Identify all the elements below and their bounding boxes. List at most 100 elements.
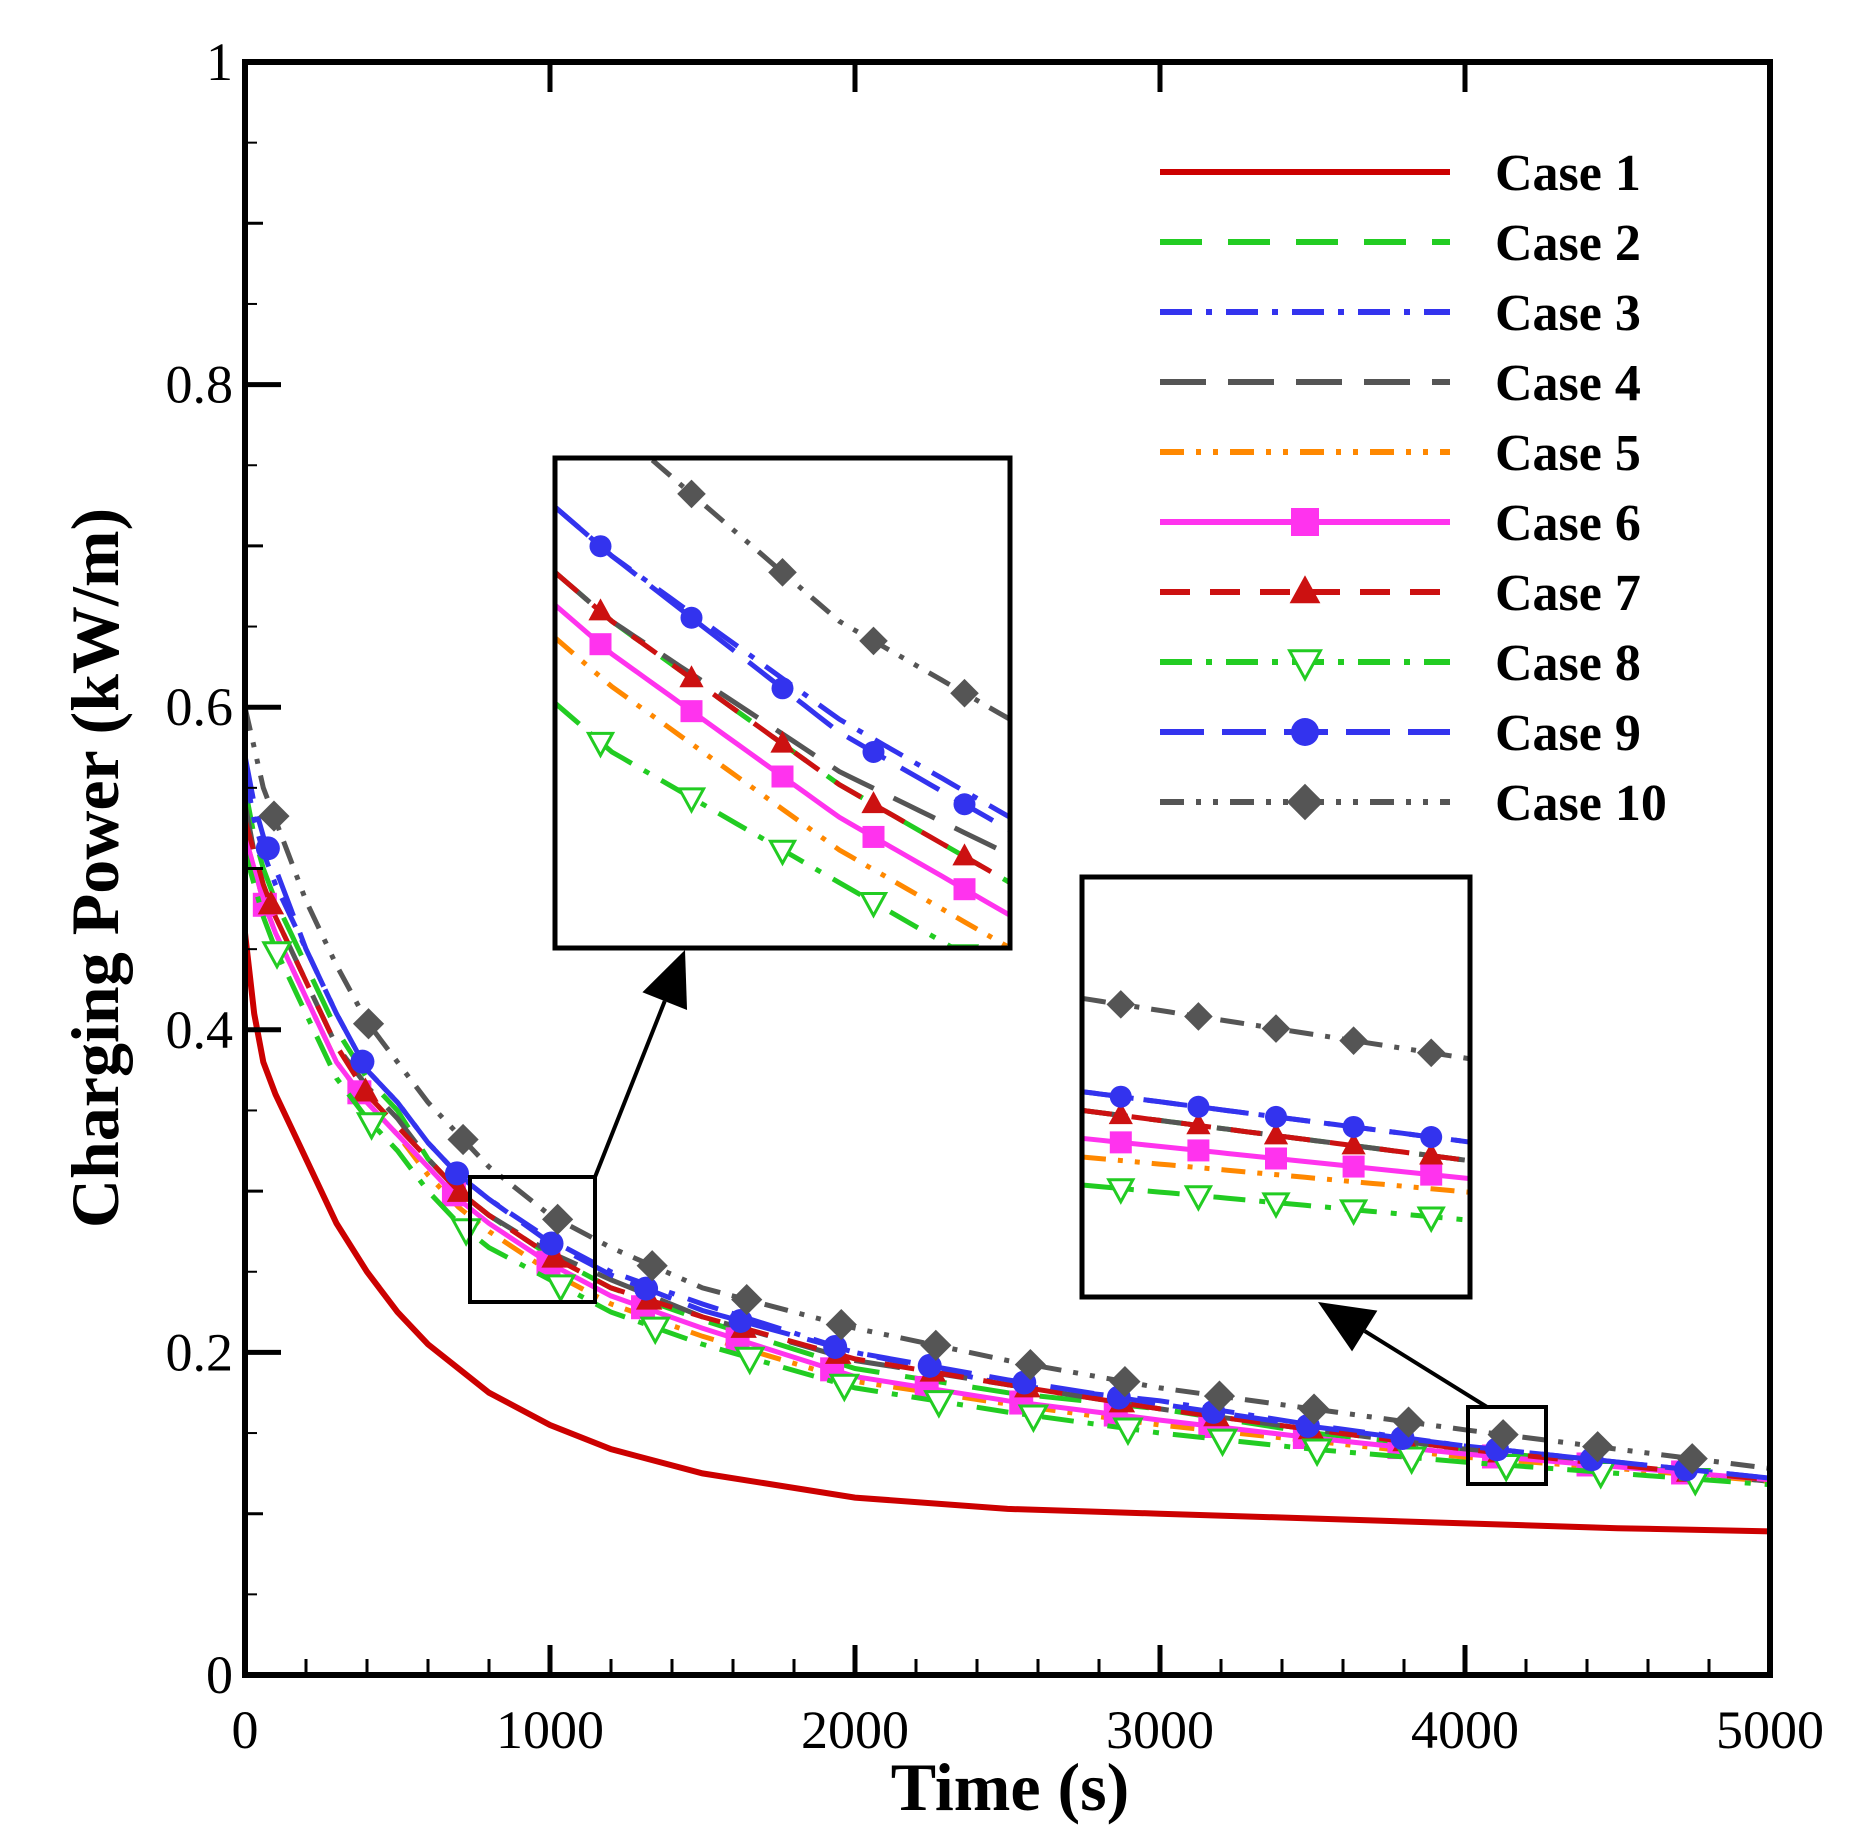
series-8-marker xyxy=(355,1112,388,1141)
zoom-inset-4000s-source-box xyxy=(1466,1405,1548,1486)
zoom-inset-4000s-series-8-marker xyxy=(1416,1206,1446,1234)
legend-marker-8 xyxy=(1287,649,1323,682)
series-7-marker xyxy=(257,890,285,915)
series-8-marker xyxy=(1301,1438,1333,1468)
zoom-inset-4000s-series-10-marker xyxy=(1106,990,1136,1019)
legend-entry-6: Case 6 xyxy=(1160,495,1641,552)
zoom-inset-4000s-series-6-marker xyxy=(1420,1163,1443,1186)
zoom-inset-1000s-series-7-marker xyxy=(588,598,613,621)
zoom-inset-4000s-series-5 xyxy=(1082,1154,1470,1195)
zoom-inset-1000s-series-9-marker xyxy=(771,677,794,700)
series-10-marker xyxy=(1487,1419,1519,1451)
zoom-inset-4000s-arrow-head xyxy=(1318,1302,1378,1352)
series-10 xyxy=(245,706,1770,1475)
zoom-inset-4000s-series-1 xyxy=(1082,1540,1470,1555)
zoom-inset-1000s-source-box xyxy=(468,1175,597,1304)
series-1 xyxy=(245,932,1770,1535)
series-9-marker xyxy=(444,1161,469,1186)
legend-entry-2: Case 2 xyxy=(1160,215,1641,272)
zoom-inset-4000s-series-9-marker xyxy=(1109,1085,1132,1108)
legend-entry-8: Case 8 xyxy=(1160,635,1641,692)
legend-marker-10 xyxy=(1286,783,1324,821)
legend-entry-9: Case 9 xyxy=(1160,705,1641,762)
legend-label-5: Case 5 xyxy=(1495,425,1641,482)
series-7-marker xyxy=(541,1243,568,1268)
zoom-inset-1000s-series-8-marker xyxy=(767,839,798,867)
series-10-marker xyxy=(1203,1380,1236,1412)
series-8-marker xyxy=(639,1316,671,1346)
series-layer xyxy=(245,706,1770,1535)
zoom-inset-4000s-series-10-marker xyxy=(1184,1002,1213,1031)
legend: Case 1 Case 2 Case 3 Case 4 Case 5 Case 6 Case… xyxy=(1160,145,1667,832)
series-9-marker xyxy=(634,1276,659,1301)
series-9-marker xyxy=(350,1049,375,1074)
y-tick-label: 0.6 xyxy=(166,677,234,737)
y-tick-label: 0.8 xyxy=(166,355,234,415)
y-axis-title: Charging Power (kW/m) xyxy=(57,508,133,1228)
series-10-marker xyxy=(731,1283,763,1316)
zoom-inset-4000s-series-9-marker xyxy=(1187,1095,1210,1118)
zoom-inset-1000s-arrow-head xyxy=(642,950,688,1010)
legend-label-2: Case 2 xyxy=(1495,215,1641,272)
legend-entry-3: Case 3 xyxy=(1160,285,1641,342)
series-8-marker xyxy=(1395,1446,1428,1476)
zoom-inset-4000s-series-10-marker xyxy=(1416,1038,1446,1068)
x-axis-title: Time (s) xyxy=(891,1749,1130,1825)
zoom-inset-1000s-content xyxy=(555,398,1010,948)
series-8-marker xyxy=(1017,1404,1050,1434)
zoom-inset-1000s-series-7-marker xyxy=(679,665,704,688)
y-tick-label: 0.4 xyxy=(166,1000,234,1060)
zoom-inset-4000s-series-7-marker xyxy=(1419,1142,1444,1165)
zoom-inset-1000s-series-8-marker xyxy=(676,787,707,815)
zoom-inset-1000s-series-8-marker xyxy=(858,891,889,919)
legend-label-6: Case 6 xyxy=(1495,495,1641,552)
series-8-marker xyxy=(923,1390,955,1419)
zoom-inset-1000s-series-7-marker xyxy=(770,730,795,753)
series-10-marker xyxy=(352,1008,385,1040)
zoom-inset-1000s-series-9-marker xyxy=(953,793,976,816)
series-10-marker xyxy=(825,1308,857,1341)
legend-label-10: Case 10 xyxy=(1495,775,1667,832)
zoom-inset-1000s xyxy=(468,398,1013,1304)
series-10-marker xyxy=(636,1250,668,1282)
series-10-marker xyxy=(920,1329,952,1361)
series-8-marker xyxy=(734,1346,766,1376)
series-9-marker xyxy=(255,836,280,861)
zoom-inset-4000s-series-9-marker xyxy=(1265,1105,1287,1128)
series-10-marker xyxy=(258,800,290,832)
zoom-inset-1000s-series-7-marker xyxy=(861,791,886,814)
zoom-inset-4000s-series-6-marker xyxy=(1265,1147,1287,1170)
legend-marker-7 xyxy=(1289,575,1321,604)
zoom-inset-1000s-series-9-marker xyxy=(862,741,885,763)
zoom-inset-1000s-series-7 xyxy=(555,570,1010,885)
zoom-inset-4000s-background xyxy=(1082,877,1470,1297)
series-10-marker xyxy=(1014,1348,1046,1381)
series-8-marker xyxy=(261,941,293,970)
zoom-inset-4000s xyxy=(1079,874,1548,1555)
zoom-inset-1000s-series-6-marker xyxy=(953,878,976,901)
x-tick-label: 0 xyxy=(232,1700,259,1760)
zoom-inset-4000s-content xyxy=(1082,990,1470,1555)
legend-label-3: Case 3 xyxy=(1495,285,1641,342)
zoom-inset-4000s-series-8-marker xyxy=(1338,1199,1369,1227)
series-7-marker xyxy=(446,1177,474,1202)
zoom-inset-4000s-series-7-marker xyxy=(1186,1112,1211,1135)
zoom-inset-1000s-arrow-shaft xyxy=(593,1000,667,1178)
legend-label-4: Case 4 xyxy=(1495,355,1641,412)
y-tick-label: 0.2 xyxy=(166,1322,234,1382)
zoom-inset-4000s-series-6-marker xyxy=(1187,1139,1210,1162)
y-tick-label: 0 xyxy=(206,1645,233,1705)
zoom-inset-4000s-series-8-marker xyxy=(1183,1185,1214,1212)
series-1-line xyxy=(245,932,1770,1535)
zoom-inset-4000s-series-6-marker xyxy=(1109,1131,1132,1154)
zoom-inset-4000s-series-10-marker xyxy=(1339,1026,1368,1055)
series-8-marker xyxy=(1112,1417,1144,1447)
zoom-inset-4000s-series-7-marker xyxy=(1341,1132,1366,1155)
series-7-marker xyxy=(352,1077,379,1102)
axes-layer: 0 1000 2000 3000 4000 5000 0 0.2 0.4 0.6 0.8 1 xyxy=(166,32,1825,1760)
legend-entry-7: Case 7 xyxy=(1160,565,1641,622)
series-10-marker xyxy=(1109,1365,1141,1398)
y-tick-label: 1 xyxy=(206,32,233,92)
zoom-inset-1000s-series-10-marker xyxy=(586,398,615,427)
zoom-inset-1000s-series-7-marker xyxy=(952,843,977,866)
